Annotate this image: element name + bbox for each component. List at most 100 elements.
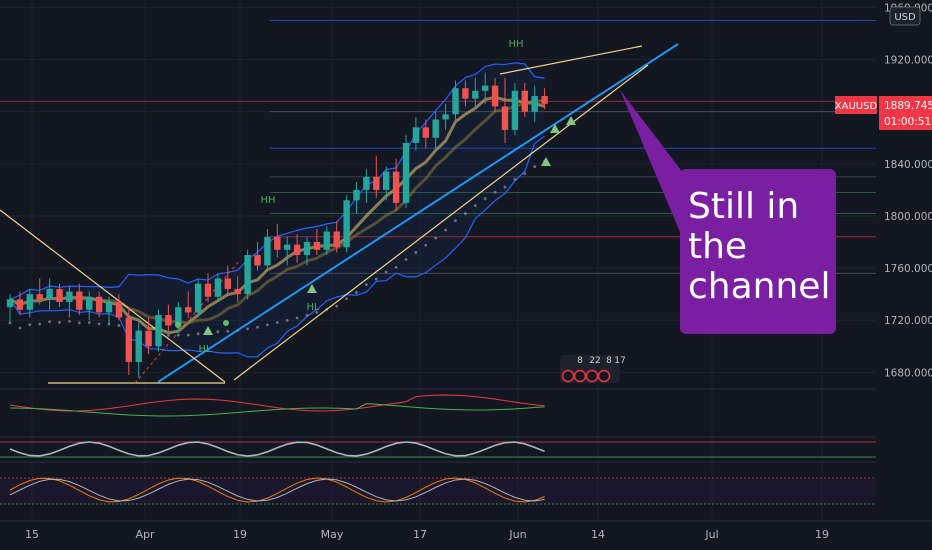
trend-line: [157, 43, 679, 383]
psar-dot: [58, 320, 61, 324]
psar-dot: [167, 334, 170, 337]
stoch-d-line: [9, 478, 545, 502]
candle: [323, 231, 330, 250]
candle: [432, 119, 439, 138]
psar-dot: [226, 329, 230, 333]
annotation-line: Still in: [688, 186, 799, 227]
event-flag-icon: [561, 369, 575, 383]
trend-line: [0, 209, 226, 383]
psar-dot: [374, 277, 378, 281]
candle: [422, 127, 429, 138]
candle: [175, 307, 182, 326]
price-tick: 1720.000: [884, 315, 932, 327]
price-axis-bg: [876, 0, 932, 550]
trend-line: [499, 45, 643, 75]
psar-dot: [464, 212, 467, 215]
price-tick: 1840.000: [884, 159, 932, 171]
candle: [472, 90, 479, 99]
psar-dot: [345, 297, 348, 301]
pattern-markers: HH HH HL HL: [175, 39, 576, 355]
candle: [402, 142, 410, 203]
event-count: 17: [614, 356, 625, 366]
candle: [56, 288, 63, 302]
psar-dot: [335, 304, 339, 308]
last-price-label: 1889.745: [884, 100, 932, 112]
event-flag-icon: [573, 369, 587, 383]
pattern-label: HL: [306, 302, 320, 313]
candle: [86, 296, 93, 310]
candle: [383, 171, 390, 190]
pattern-label: HH: [508, 39, 523, 50]
oscillator-panels: 40.00000.000100.000.00: [0, 388, 932, 519]
marker-dot: [175, 322, 181, 328]
psar-dot: [28, 323, 32, 326]
candle: [452, 88, 459, 115]
psar-dot: [305, 313, 309, 317]
price-tag-bg: [879, 96, 932, 130]
candle: [244, 255, 251, 295]
psar-dot: [68, 319, 71, 323]
candle: [293, 244, 301, 256]
price-tick: 1800.000: [884, 211, 932, 223]
psar-dot: [97, 322, 101, 326]
marker-triangle: [307, 284, 317, 293]
price-tick: 1680.000: [884, 367, 932, 379]
time-axis[interactable]: 15 Apr 19 May 17 Jun 14 Jul 19: [0, 520, 932, 541]
candle: [66, 291, 73, 302]
candle: [125, 317, 132, 362]
countdown-label: 01:00:51: [884, 116, 931, 128]
time-tick: Jun: [508, 528, 526, 541]
candle: [442, 114, 449, 120]
candle: [26, 294, 33, 310]
psar-dot: [503, 185, 507, 189]
candle: [194, 283, 202, 313]
psar-dot: [48, 320, 51, 324]
time-tick: May: [321, 528, 344, 541]
candle: [363, 176, 370, 190]
psar-dot: [394, 265, 398, 269]
candle: [373, 176, 380, 190]
candle: [46, 288, 53, 300]
marker-triangle: [203, 326, 213, 335]
stoch-rsi-line: [9, 441, 545, 457]
candle: [185, 307, 192, 313]
time-tick: 19: [815, 528, 829, 541]
candle: [343, 200, 350, 248]
annotation-callout[interactable]: Still in the channel: [620, 90, 836, 334]
event-count: 8: [577, 356, 583, 366]
psar-dot: [285, 318, 289, 322]
psar-dot: [216, 330, 220, 334]
currency-badge[interactable]: USD: [889, 6, 921, 26]
symbol-price-tag: XAUUSD 1889.745 01:00:51: [835, 96, 932, 130]
candle: [264, 236, 271, 266]
psar-dot: [523, 172, 527, 176]
psar-dot: [355, 290, 358, 294]
symbol-tag-bg: [835, 96, 877, 114]
currency-label: USD: [894, 12, 916, 23]
psar-dot: [513, 178, 517, 181]
trend-lines: [0, 43, 679, 384]
event-count: 8: [606, 356, 612, 366]
psar-dot: [256, 325, 259, 329]
price-tick: 1760.000: [884, 263, 932, 275]
trend-line: [134, 259, 241, 384]
psar-dot: [77, 321, 81, 325]
event-flag-icon: [585, 369, 599, 383]
candle: [165, 315, 172, 326]
candle: [254, 255, 261, 266]
psar-dot: [38, 322, 42, 326]
candle: [501, 106, 509, 130]
time-tick: 14: [591, 528, 605, 541]
candle: [76, 291, 83, 310]
psar-dot: [315, 311, 319, 314]
callout-pointer: [620, 90, 690, 232]
candle: [145, 330, 152, 347]
psar-dot: [275, 321, 279, 324]
candle: [303, 242, 311, 256]
event-badge[interactable]: 8 22 8 17: [560, 355, 626, 383]
price-axis[interactable]: 1960.0001920.0001880.0001840.0001800.000…: [884, 2, 932, 379]
candle: [541, 96, 548, 104]
pattern-label: HL: [198, 344, 212, 355]
